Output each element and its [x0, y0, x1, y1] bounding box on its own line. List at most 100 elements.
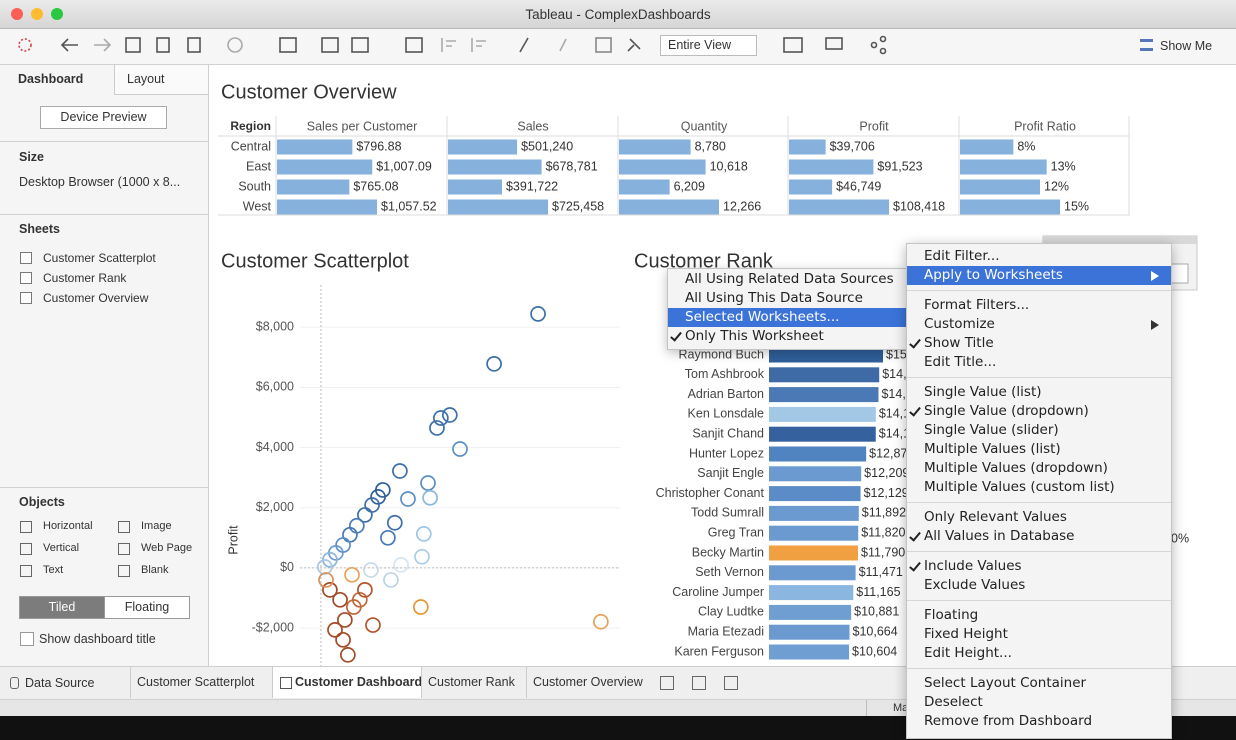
overview-bar	[277, 199, 377, 215]
data-source-icon	[10, 677, 19, 689]
object-icon	[20, 565, 32, 577]
scatter-point	[414, 548, 430, 565]
scatter-point	[348, 517, 365, 534]
menu-item[interactable]: Show Title	[907, 334, 1171, 353]
device-preview-button[interactable]: Device Preview	[40, 106, 167, 129]
menu-item-label: Edit Filter...	[924, 248, 1000, 264]
title-bar: Tableau - ComplexDashboards	[0, 0, 1236, 29]
context-menu: Edit Filter... Apply to Worksheets Format …	[906, 243, 1172, 739]
overview-bar	[789, 179, 833, 195]
submenu-arrow	[1151, 320, 1159, 330]
menu-item[interactable]: Single Value (slider)	[907, 421, 1171, 440]
sheet-icon	[20, 272, 32, 284]
dashboard-icon	[280, 677, 292, 689]
menu-item[interactable]: Remove from Dashboard	[907, 712, 1171, 731]
menu-item-label: Include Values	[924, 558, 1022, 574]
fit-dropdown[interactable]: Entire View	[660, 35, 757, 56]
scatter-point	[322, 582, 338, 598]
scatter-point	[363, 562, 379, 578]
sheet-tab-label: Customer Dashboard	[295, 675, 423, 689]
menu-item[interactable]: Fixed Height	[907, 625, 1171, 644]
dashboard-tab[interactable]: Dashboard	[18, 72, 84, 86]
scatter-point	[486, 355, 502, 372]
rank-value-label: $14,	[881, 387, 905, 401]
sheet-tab[interactable]: Customer Overview	[526, 667, 649, 698]
menu-item[interactable]: Multiple Values (custom list)	[907, 478, 1171, 497]
sheet-item[interactable]: Customer Scatterplot	[43, 251, 156, 265]
menu-item[interactable]: Multiple Values (dropdown)	[907, 459, 1171, 478]
menu-item[interactable]: Edit Title...	[907, 353, 1171, 372]
menu-item[interactable]: Select Layout Container	[907, 674, 1171, 693]
menu-item[interactable]: Include Values	[907, 557, 1171, 576]
sheet-tab[interactable]: Customer Dashboard	[272, 667, 422, 698]
size-dropdown[interactable]: Desktop Browser (1000 x 8...	[19, 175, 181, 189]
region-label: Central	[231, 139, 271, 153]
menu-item[interactable]: Multiple Values (list)	[907, 440, 1171, 459]
sheet-item[interactable]: Customer Overview	[43, 291, 149, 305]
layout-tab[interactable]: Layout	[114, 65, 208, 95]
object-item[interactable]: Image	[141, 520, 172, 532]
data-source-tab[interactable]: Data Source	[25, 676, 95, 690]
menu-item[interactable]: Edit Height...	[907, 644, 1171, 663]
menu-separator	[907, 600, 1171, 601]
menu-item[interactable]: Exclude Values	[907, 576, 1171, 595]
overview-value-label: $501,240	[521, 139, 573, 153]
customer-name: Sanjit Engle	[697, 466, 764, 480]
column-header: Profit Ratio	[1014, 119, 1076, 133]
menu-item[interactable]: Apply to Worksheets	[907, 266, 1171, 285]
layout-mode-button[interactable]: Floating	[104, 596, 190, 619]
new-sheet-button[interactable]	[660, 676, 674, 690]
sheet-tab[interactable]: Customer Scatterplot	[130, 667, 273, 698]
object-item[interactable]: Blank	[141, 564, 169, 576]
layout-mode-button[interactable]: Tiled	[19, 596, 105, 619]
menu-item[interactable]: Edit Filter...	[907, 247, 1171, 266]
menu-item-label: Format Filters...	[924, 297, 1030, 313]
new-sheet-button[interactable]	[692, 676, 706, 690]
menu-item[interactable]: Single Value (list)	[907, 383, 1171, 402]
y-tick-label: $2,000	[256, 500, 294, 514]
object-item[interactable]: Web Page	[141, 542, 193, 554]
menu-item[interactable]: Customize	[907, 315, 1171, 334]
show-title-checkbox[interactable]	[20, 632, 34, 646]
menu-item[interactable]: Only Relevant Values	[907, 508, 1171, 527]
overview-bar	[789, 139, 826, 155]
object-item[interactable]: Vertical	[43, 542, 80, 554]
rank-value-label: $14,1	[879, 426, 910, 440]
sheet-tab[interactable]: Customer Rank	[421, 667, 527, 698]
menu-item[interactable]: All Using This Data Source	[668, 289, 906, 308]
sheet-icon	[20, 292, 32, 304]
menu-item[interactable]: Deselect	[907, 693, 1171, 712]
overview-bar	[448, 159, 542, 175]
menu-item-label: Remove from Dashboard	[924, 713, 1093, 729]
menu-item-label: Exclude Values	[924, 577, 1026, 593]
window-title: Tableau - ComplexDashboards	[525, 7, 711, 22]
sheet-tab-label: Customer Scatterplot	[137, 675, 255, 689]
close-button[interactable]	[11, 8, 23, 20]
sheet-item[interactable]: Customer Rank	[43, 271, 127, 285]
menu-item[interactable]: All Values in Database	[907, 527, 1171, 546]
rank-value-label: $10,664	[853, 624, 898, 638]
menu-item[interactable]: Floating	[907, 606, 1171, 625]
scatter-point	[370, 489, 386, 505]
fit-value: Entire View	[668, 38, 731, 52]
minimize-button[interactable]	[31, 8, 43, 20]
menu-item-label: All Using Related Data Sources	[685, 271, 894, 287]
new-sheet-button[interactable]	[724, 676, 738, 690]
menu-item[interactable]: Selected Worksheets...	[668, 308, 906, 327]
show-me-button[interactable]: Show Me	[1160, 39, 1213, 53]
rank-title: Customer Rank	[634, 250, 774, 272]
zoom-button[interactable]	[51, 8, 63, 20]
object-item[interactable]: Horizontal	[43, 520, 93, 532]
rank-value-label: $15	[886, 347, 907, 361]
menu-item[interactable]: Single Value (dropdown)	[907, 402, 1171, 421]
menu-item[interactable]: All Using Related Data Sources	[668, 270, 906, 289]
menu-item[interactable]: Only This Worksheet	[668, 327, 906, 346]
scatter-point	[386, 514, 403, 531]
scatter-point	[383, 572, 399, 588]
rank-bar	[769, 347, 883, 363]
overview-bar	[789, 159, 874, 175]
overview-value-label: $108,418	[893, 199, 945, 213]
rank-bar	[769, 624, 850, 640]
menu-item[interactable]: Format Filters...	[907, 296, 1171, 315]
object-item[interactable]: Text	[43, 564, 64, 576]
